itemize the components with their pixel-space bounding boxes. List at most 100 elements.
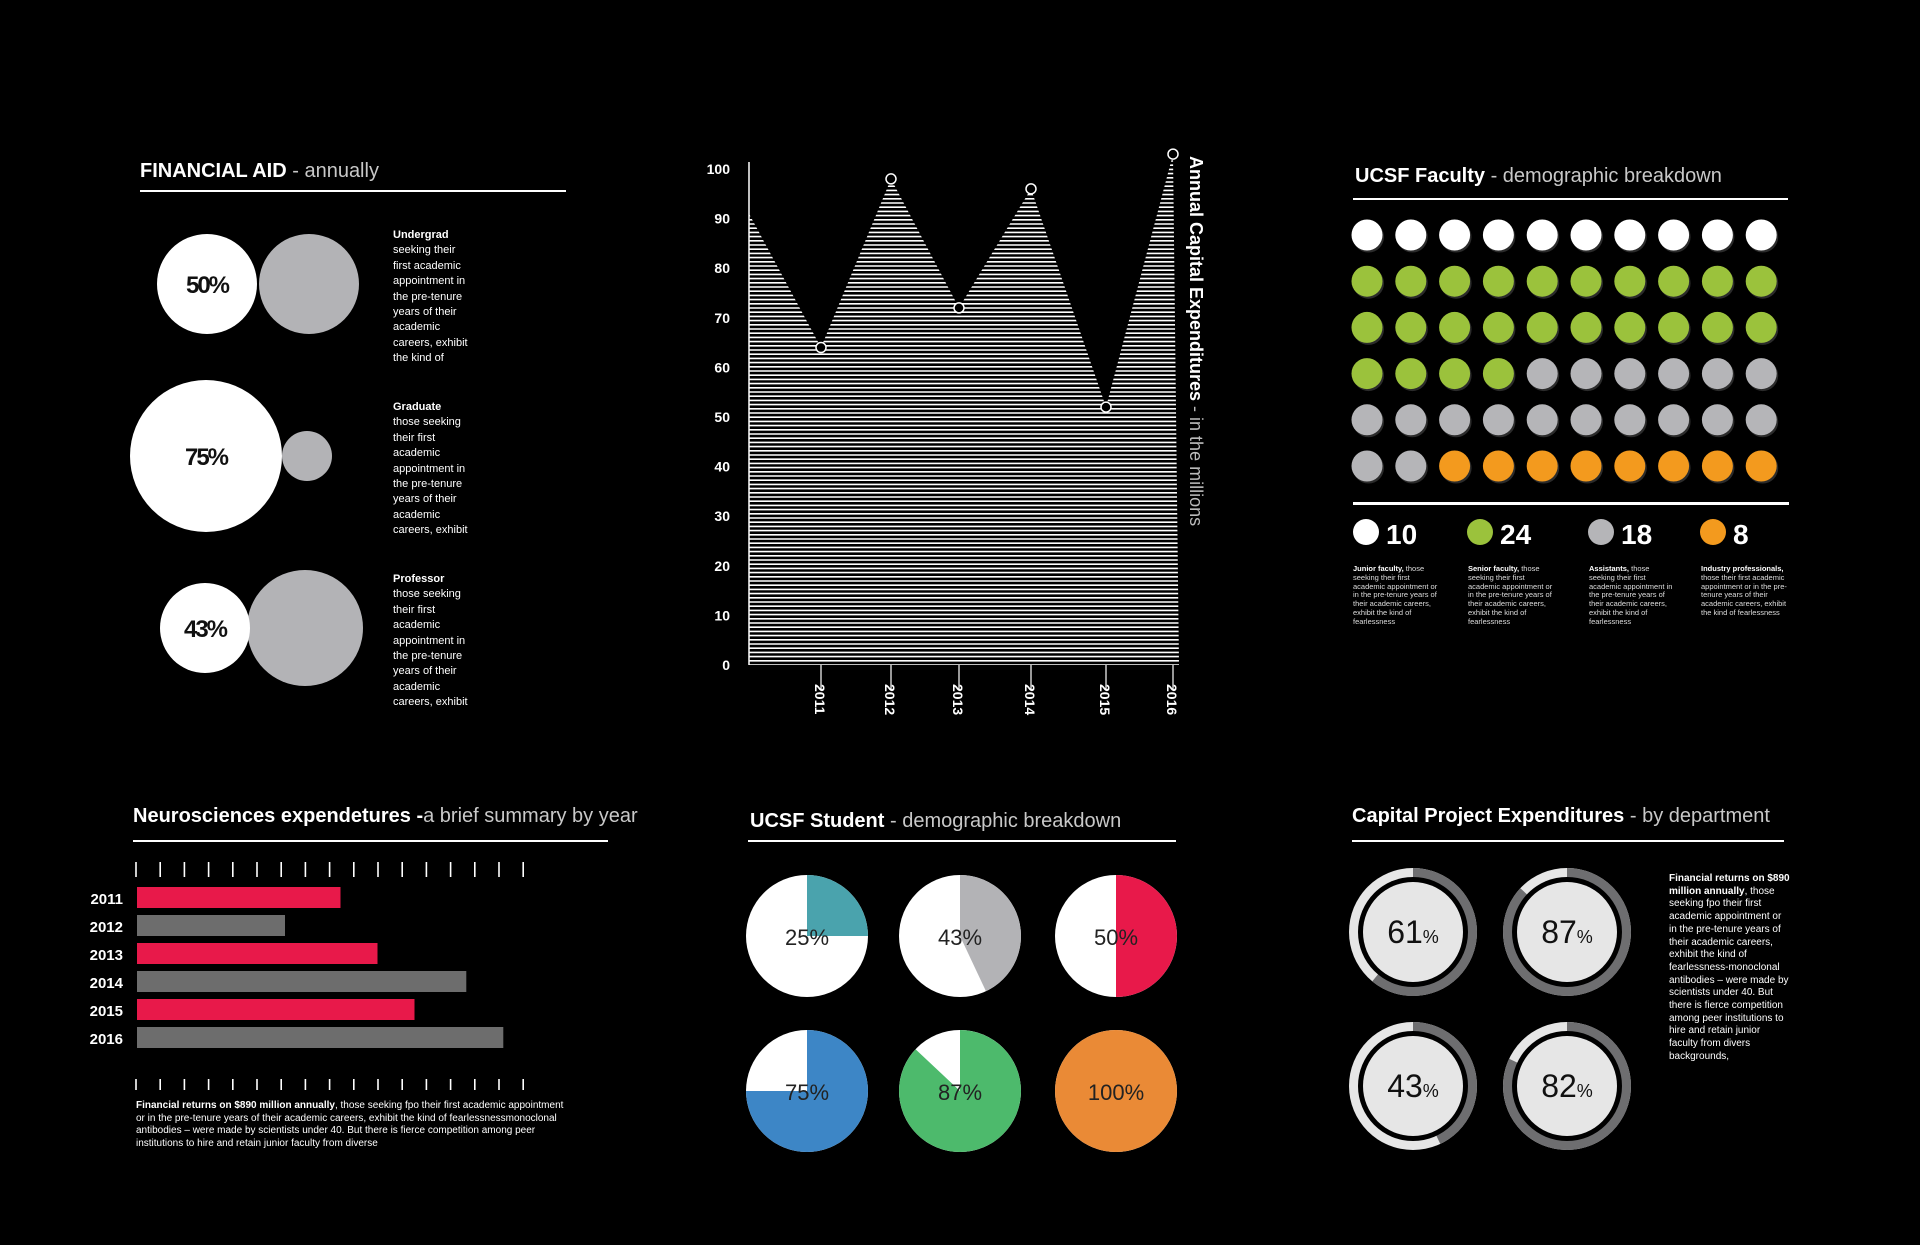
faculty-dot: [1658, 219, 1690, 251]
faculty-dot-grid: 10 24 18 8: [1351, 219, 1789, 550]
faculty-dot: [1701, 450, 1733, 482]
aid-description-line: years of their: [393, 665, 457, 678]
aid-description-line: academic: [393, 447, 441, 460]
neuro-note-bold: Financial returns on $890 million annual…: [136, 1100, 335, 1111]
capex-x-tick: 2016: [1164, 684, 1180, 715]
faculty-title-main: UCSF Faculty: [1355, 165, 1486, 187]
faculty-dot: [1482, 450, 1514, 482]
aid-description-line: careers, exhibit: [393, 336, 468, 349]
aid-share-bubble: [160, 583, 250, 673]
aid-description-line: those seeking: [393, 588, 461, 601]
faculty-legend-description: those seeking their first academic appoi…: [1468, 564, 1553, 626]
faculty-legend-label: Assistants,: [1589, 564, 1630, 573]
neuro-subtitle: a brief summary by year: [423, 805, 638, 827]
aid-description-line: their first: [393, 431, 436, 444]
faculty-legend-label: Industry professionals,: [1701, 564, 1784, 573]
neuro-title: Neurosciences expendetures -a brief summ…: [133, 805, 638, 828]
capex-y-tick: 80: [714, 260, 730, 276]
faculty-dot: [1395, 219, 1427, 251]
aid-description-line: careers, exhibit: [393, 696, 468, 709]
faculty-legend-description: those their first academic appointment o…: [1701, 572, 1787, 617]
capex-point: [1025, 183, 1037, 195]
faculty-dot: [1658, 450, 1690, 482]
aid-description-line: appointment in: [393, 275, 466, 288]
neuro-year-label: 2016: [90, 1031, 123, 1048]
faculty-dot: [1658, 265, 1690, 297]
neuro-title-main: Neurosciences expendetures -: [133, 805, 424, 827]
faculty-legend-dot: [1700, 519, 1726, 545]
capex-point: [815, 341, 827, 354]
aid-description-line: appointment in: [393, 634, 466, 647]
faculty-dot: [1482, 358, 1514, 390]
faculty-dot: [1745, 450, 1777, 482]
capex-area-chart: 0 10 20 30 40 50 60 70 80 90 100 2011 2012 2013 2014 20…: [707, 148, 1206, 715]
aid-description-line: the pre-tenure: [393, 650, 463, 663]
project-note: Financial returns on $890 million annual…: [1669, 873, 1791, 1064]
neuro-rule: [133, 840, 608, 842]
capex-y-tick: 90: [714, 211, 730, 227]
aid-description-line: the pre-tenure: [393, 478, 463, 491]
project-ring-center: [1363, 1036, 1463, 1136]
financial-aid-title-main: FINANCIAL AID: [140, 160, 287, 182]
faculty-legend-count: 18: [1621, 519, 1652, 550]
neuro-bar: [137, 971, 467, 992]
neuro-note: Financial returns on $890 million annual…: [136, 1100, 566, 1150]
project-ring-center: [1517, 1036, 1617, 1136]
faculty-legend-text: Junior faculty, those seeking their firs…: [1353, 564, 1441, 627]
project-title-main: Capital Project Expenditures: [1352, 805, 1625, 827]
faculty-dot: [1482, 265, 1514, 297]
aid-description-line: first academic: [393, 259, 461, 272]
financial-aid-bubbles: 50% 75% 43%: [130, 234, 363, 686]
neuro-year-label: 2012: [90, 919, 123, 936]
faculty-dot: [1526, 358, 1558, 390]
aid-description: Graduate those seeking their first academic…: [393, 400, 473, 539]
student-pie-slice: [1116, 875, 1177, 997]
project-ring-label: 61%: [1387, 914, 1439, 950]
faculty-dot: [1745, 311, 1777, 343]
faculty-dot: [1351, 358, 1383, 390]
student-title-main: UCSF Student: [750, 810, 885, 832]
faculty-dot: [1439, 450, 1471, 482]
faculty-dot: [1614, 358, 1646, 390]
capex-y-tick: 20: [714, 558, 730, 574]
faculty-dot: [1658, 311, 1690, 343]
faculty-dot: [1570, 219, 1602, 251]
neuro-bar: [137, 999, 415, 1020]
capex-y-tick: 50: [714, 409, 730, 425]
capex-area-fill: [749, 155, 1179, 666]
student-pie-label: 50%: [1094, 925, 1138, 950]
aid-percent-label: 43%: [184, 616, 228, 643]
faculty-dot: [1395, 404, 1427, 436]
student-title: UCSF Student - demographic breakdown: [750, 810, 1121, 833]
capex-x-tick: 2013: [950, 684, 966, 715]
project-rule: [1352, 840, 1784, 842]
project-note-bold: Financial returns on $890 million annual…: [1669, 873, 1790, 897]
aid-description: Undergrad seeking their first academic appo…: [393, 228, 473, 367]
student-pie-slice: [960, 875, 1021, 992]
aid-share-bubble: [130, 380, 282, 532]
faculty-dot: [1439, 358, 1471, 390]
aid-description-line: seeking their: [393, 244, 456, 257]
capex-y-tick: 10: [714, 607, 730, 623]
project-ring-center: [1363, 882, 1463, 982]
faculty-dot: [1395, 358, 1427, 390]
project-title: Capital Project Expenditures - by depart…: [1352, 805, 1770, 828]
faculty-dot: [1570, 450, 1602, 482]
student-pie-slice: [899, 1030, 1021, 1152]
capex-point: [953, 302, 965, 314]
capex-x-tick: 2011: [812, 684, 828, 715]
faculty-legend-dot: [1467, 519, 1493, 545]
aid-label: Graduate: [393, 401, 442, 413]
faculty-dot: [1526, 404, 1558, 436]
aid-description: Professor those seeking their first academi…: [393, 572, 473, 711]
aid-description-line: the kind of: [393, 352, 444, 365]
student-pie-label: 100%: [1088, 1080, 1144, 1105]
faculty-dot: [1526, 219, 1558, 251]
capex-point: [1167, 148, 1179, 160]
aid-description-line: the pre-tenure: [393, 290, 463, 303]
faculty-dot: [1351, 450, 1383, 482]
faculty-legend-count: 8: [1733, 519, 1749, 550]
student-pie-grid: 25% 43% 50% 75% 87% 100%: [746, 875, 1177, 1152]
faculty-legend-dot: [1353, 519, 1379, 545]
financial-aid-rule: [140, 190, 566, 192]
